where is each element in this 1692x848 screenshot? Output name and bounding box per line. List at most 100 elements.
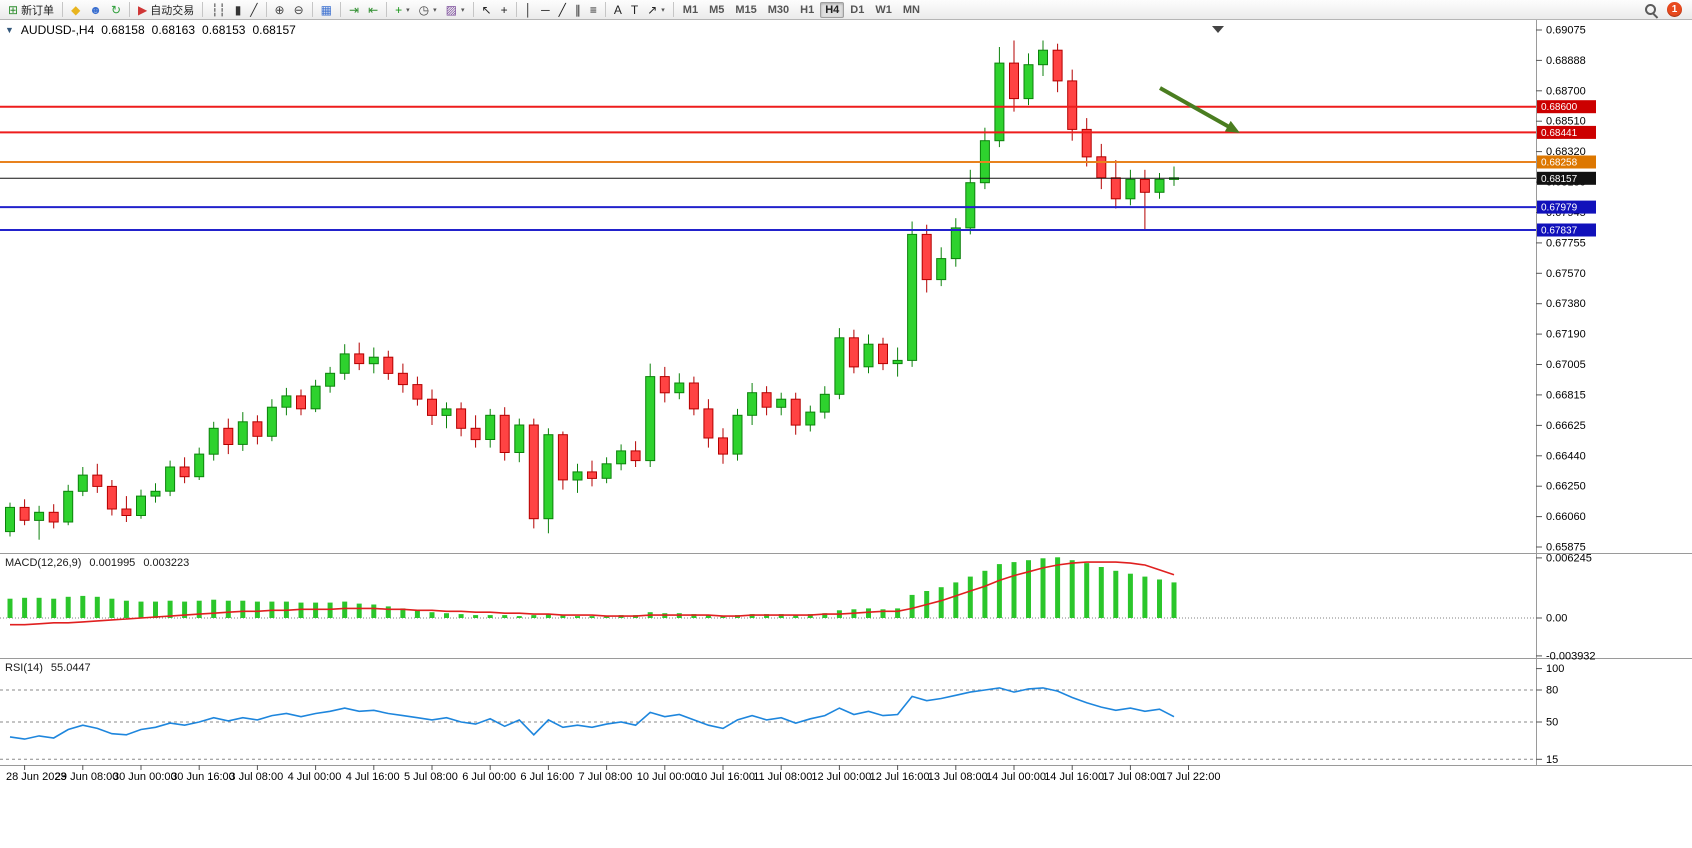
macd-histogram-bar <box>182 601 188 618</box>
macd-histogram-bar <box>473 615 479 618</box>
levels-layer <box>0 105 1536 231</box>
one-click-trading-toggle[interactable]: ▼ <box>5 25 14 35</box>
candle <box>572 471 583 481</box>
resistance-1-badge <box>1537 100 1596 114</box>
price-axis-layer[interactable]: 0.69075 0.68888 0.68700 0.68510 0.68320 0.681… <box>0 20 1692 766</box>
cursor-button[interactable]: ↖ <box>478 0 496 19</box>
arrows-icon: ↗ <box>647 2 658 17</box>
arrow-annotation-shaft[interactable] <box>1159 86 1234 131</box>
candle <box>790 398 801 426</box>
timeframe-m15[interactable]: M15 <box>735 3 757 16</box>
candle <box>194 453 205 478</box>
chart-shift-marker[interactable] <box>1212 26 1224 33</box>
macd-histogram-bar <box>1127 573 1133 618</box>
auto-scroll-button[interactable]: ⇥ <box>345 0 363 19</box>
periods-button[interactable]: ◷ ▾ <box>415 0 441 19</box>
line-chart-button[interactable]: ╱ <box>246 0 261 19</box>
zoom-out-icon: ⊖ <box>293 2 304 17</box>
time-tick-label: 17 Jul 22:00 <box>1161 771 1221 783</box>
chart-shift-button[interactable]: ⇤ <box>364 0 382 19</box>
vertical-line-button[interactable]: │ <box>521 0 537 19</box>
timeframe-mn[interactable]: MN <box>902 3 920 16</box>
refresh-button[interactable]: ↻ <box>107 0 125 19</box>
rsi-tick-label: 15 <box>1546 754 1558 766</box>
horizontal-line-button[interactable]: ─ <box>537 0 554 19</box>
indicators-icon: + <box>395 2 403 17</box>
current-price-badge-label: 0.68157 <box>1541 174 1578 185</box>
rsi-label: RSI(14) 55.0447 <box>5 662 91 674</box>
tile-windows-button[interactable]: ▦ <box>317 0 336 19</box>
pivot-badge <box>1537 155 1596 169</box>
time-tick-label: 29 Jun 08:00 <box>55 771 119 783</box>
arrows-button[interactable]: ↗ ▾ <box>643 0 669 19</box>
timeframe-m30[interactable]: M30 <box>767 3 790 16</box>
timeframe-h1[interactable]: H1 <box>800 3 815 16</box>
macd-histogram-bar <box>1157 579 1162 618</box>
fibonacci-button[interactable]: ≡ <box>586 0 601 19</box>
metaeditor-button[interactable]: ◆ <box>67 0 84 19</box>
macd-histogram-bar <box>895 608 901 618</box>
vertical-line-icon: │ <box>524 2 533 17</box>
candle <box>1154 178 1165 193</box>
resistance-2-badge <box>1537 125 1596 139</box>
macd-histogram-bar <box>909 594 915 618</box>
crosshair-button[interactable]: + <box>497 0 512 19</box>
macd-histogram-bar <box>1040 558 1046 618</box>
macd-histogram-bar <box>793 615 799 618</box>
notification-badge[interactable]: 1 <box>1667 2 1682 17</box>
search-icon[interactable] <box>1643 2 1658 17</box>
price-tick-label: 0.68320 <box>1546 146 1586 158</box>
zoom-in-button[interactable]: ⊕ <box>271 0 289 19</box>
macd-histogram-bar <box>444 613 449 618</box>
macd-histogram-bar <box>153 601 158 618</box>
timeframe-m1[interactable]: M1 <box>682 3 699 16</box>
refresh-icon: ↻ <box>110 2 121 17</box>
timeframe-m5[interactable]: M5 <box>709 3 725 16</box>
candle <box>1139 178 1150 193</box>
market-button[interactable]: ☻ <box>85 0 106 19</box>
price-tick-label: 0.68510 <box>1546 116 1586 128</box>
macd-histogram-bar <box>22 597 28 618</box>
macd-histogram-bar <box>589 616 595 618</box>
templates-button[interactable]: ▨ ▾ <box>442 0 469 19</box>
price-tick-label: 0.66060 <box>1546 511 1586 523</box>
macd-histogram-bar <box>807 614 813 618</box>
candlestick-icon: ▮ <box>234 2 242 17</box>
macd-histogram-bar <box>1026 560 1031 618</box>
timeframe-w1[interactable]: W1 <box>875 3 892 16</box>
bar-chart-button[interactable]: ┆┆ <box>207 0 229 19</box>
timeframe-h4[interactable]: H4 <box>820 1 845 18</box>
new-order-button[interactable]: ⊞ 新订单 <box>4 0 58 19</box>
channel-icon: ∥ <box>574 2 581 17</box>
candle <box>747 392 758 416</box>
channel-button[interactable]: ∥ <box>571 0 585 19</box>
candle <box>339 353 350 374</box>
fibonacci-icon: ≡ <box>589 2 597 17</box>
support-2-badge-label: 0.67837 <box>1541 226 1578 237</box>
candle <box>456 408 467 429</box>
macd-histogram-bar <box>342 601 348 618</box>
time-tick-label: 6 Jul 16:00 <box>520 771 574 783</box>
time-tick-label: 13 Jul 08:00 <box>928 771 988 783</box>
annotations-layer <box>1159 26 1240 133</box>
chart-canvas[interactable]: 0.69075 0.68888 0.68700 0.68510 0.68320 0.681… <box>0 20 1692 848</box>
trendline-button[interactable]: ╱ <box>555 0 570 19</box>
time-tick-label: 10 Jul 00:00 <box>637 771 697 783</box>
time-tick-label: 3 Jul 08:00 <box>229 771 283 783</box>
autotrading-button[interactable]: ▶ 自动交易 <box>134 0 198 19</box>
text-button[interactable]: A <box>610 0 626 19</box>
candle <box>179 466 190 478</box>
timeframe-d1[interactable]: D1 <box>850 3 865 16</box>
candlestick-button[interactable]: ▮ <box>231 0 246 19</box>
arrow-annotation-head[interactable] <box>1224 120 1240 133</box>
candle <box>543 434 554 520</box>
metaeditor-icon: ◆ <box>71 2 81 17</box>
indicators-button[interactable]: + ▾ <box>391 0 414 19</box>
candle <box>892 359 903 365</box>
chart-background <box>0 20 1692 848</box>
zoom-out-button[interactable]: ⊖ <box>290 0 308 19</box>
candle <box>397 372 408 386</box>
candle <box>1067 80 1078 130</box>
label-button[interactable]: T <box>627 0 642 19</box>
